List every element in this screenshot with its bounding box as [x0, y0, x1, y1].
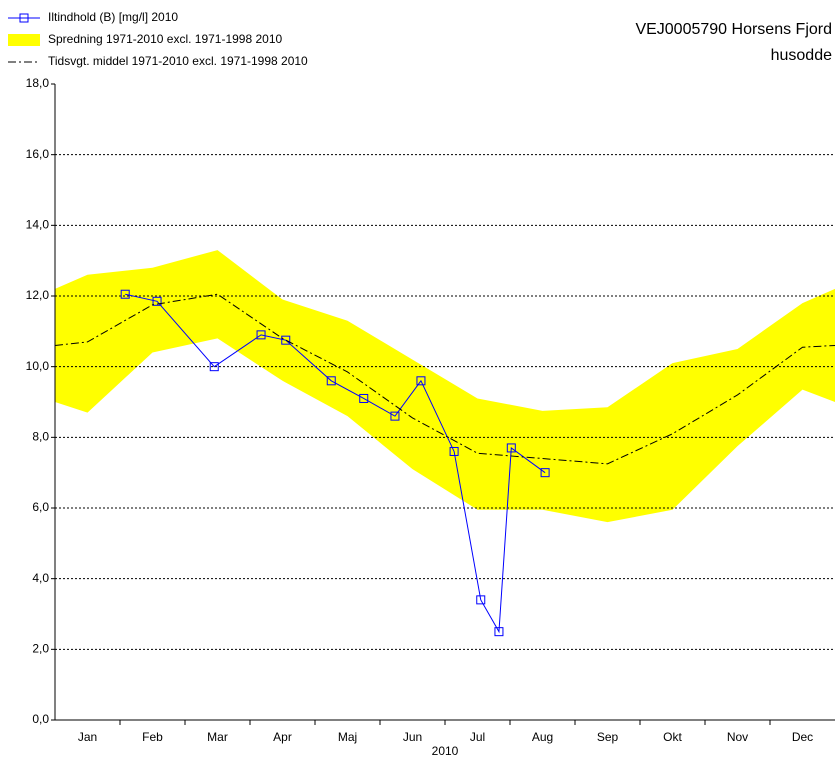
- y-tick-label: 18,0: [26, 76, 50, 90]
- legend-item: Tidsvgt. middel 1971-2010 excl. 1971-199…: [8, 54, 308, 68]
- y-tick-label: 6,0: [32, 500, 49, 514]
- plot-area: [54, 154, 836, 650]
- x-tick-label: Jul: [470, 730, 485, 744]
- x-axis-label: 2010: [432, 744, 459, 758]
- x-tick-label: Mar: [207, 730, 228, 744]
- legend-item: Spredning 1971-2010 excl. 1971-1998 2010: [8, 32, 283, 46]
- measurement-marker: [416, 376, 426, 386]
- measurement-marker: [281, 335, 291, 345]
- measurement-marker: [209, 362, 219, 372]
- measurement-line: [125, 293, 546, 634]
- measurement-marker: [449, 446, 459, 456]
- y-tick-label: 4,0: [32, 571, 49, 585]
- measurement-marker: [476, 595, 486, 605]
- chart-title: VEJ0005790 Horsens Fjord: [635, 21, 832, 38]
- measurement-marker: [152, 296, 162, 306]
- mean-line: [54, 293, 836, 465]
- y-tick-label: 12,0: [26, 288, 50, 302]
- y-tick-label: 2,0: [32, 642, 49, 656]
- y-tick-label: 0,0: [32, 712, 49, 726]
- x-tick-label: Okt: [663, 730, 682, 744]
- x-tick-label: Jun: [403, 730, 422, 744]
- spread-band: [55, 250, 835, 523]
- y-tick-label: 10,0: [26, 359, 50, 373]
- y-tick-label: 14,0: [26, 218, 50, 232]
- measurement-marker: [359, 393, 369, 403]
- x-tick-label: Maj: [338, 730, 357, 744]
- measurement-marker: [540, 468, 550, 478]
- measurement-marker: [494, 627, 504, 637]
- x-tick-label: Jan: [78, 730, 97, 744]
- legend-label: Tidsvgt. middel 1971-2010 excl. 1971-199…: [48, 54, 308, 68]
- x-tick-label: Sep: [597, 730, 619, 744]
- legend-label: Iltindhold (B) [mg/l] 2010: [48, 10, 178, 24]
- measurement-marker: [256, 330, 266, 340]
- legend-item: Iltindhold (B) [mg/l] 2010: [8, 10, 178, 24]
- measurement-marker: [506, 443, 516, 453]
- legend-label: Spredning 1971-2010 excl. 1971-1998 2010: [48, 32, 283, 46]
- measurement-marker: [326, 376, 336, 386]
- y-tick-label: 8,0: [32, 430, 49, 444]
- chart-title: husodde: [771, 47, 832, 64]
- x-tick-label: Feb: [142, 730, 163, 744]
- measurement-marker: [390, 411, 400, 421]
- legend-swatch: [19, 13, 29, 23]
- x-tick-label: Dec: [792, 730, 813, 744]
- x-tick-label: Nov: [727, 730, 748, 744]
- y-tick-label: 16,0: [26, 147, 50, 161]
- x-tick-label: Aug: [532, 730, 553, 744]
- legend-swatch: [8, 34, 40, 46]
- measurement-marker: [120, 289, 130, 299]
- x-tick-label: Apr: [273, 730, 292, 744]
